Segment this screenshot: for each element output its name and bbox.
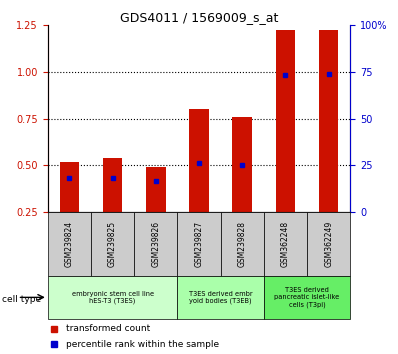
Text: T3ES derived
pancreatic islet-like
cells (T3pi): T3ES derived pancreatic islet-like cells… (274, 287, 339, 308)
Text: GSM239828: GSM239828 (238, 221, 247, 267)
Bar (276, 30, 295, 212)
Bar (146, 167, 166, 212)
Bar (264, 276, 350, 319)
Bar (134, 212, 178, 276)
Bar (307, 212, 350, 276)
Text: GSM239824: GSM239824 (65, 221, 74, 267)
Bar (91, 212, 134, 276)
Bar (232, 117, 252, 212)
Bar (178, 212, 220, 276)
Title: GDS4011 / 1569009_s_at: GDS4011 / 1569009_s_at (120, 11, 278, 24)
Text: GSM239826: GSM239826 (151, 221, 160, 267)
Bar (48, 276, 178, 319)
Bar (264, 212, 307, 276)
Text: GSM362249: GSM362249 (324, 221, 333, 267)
Text: GSM362248: GSM362248 (281, 221, 290, 267)
Text: percentile rank within the sample: percentile rank within the sample (66, 339, 219, 349)
Text: GSM239825: GSM239825 (108, 221, 117, 267)
Text: GSM239827: GSM239827 (195, 221, 203, 267)
Text: cell type: cell type (2, 295, 41, 304)
Text: transformed count: transformed count (66, 324, 150, 333)
Text: embryonic stem cell line
hES-T3 (T3ES): embryonic stem cell line hES-T3 (T3ES) (72, 291, 154, 304)
Bar (189, 109, 209, 212)
Bar (103, 158, 122, 212)
Text: T3ES derived embr
yoid bodies (T3EB): T3ES derived embr yoid bodies (T3EB) (189, 291, 252, 304)
Bar (178, 276, 264, 319)
Bar (220, 212, 264, 276)
Bar (48, 212, 91, 276)
Bar (60, 162, 79, 212)
Bar (319, 30, 338, 212)
